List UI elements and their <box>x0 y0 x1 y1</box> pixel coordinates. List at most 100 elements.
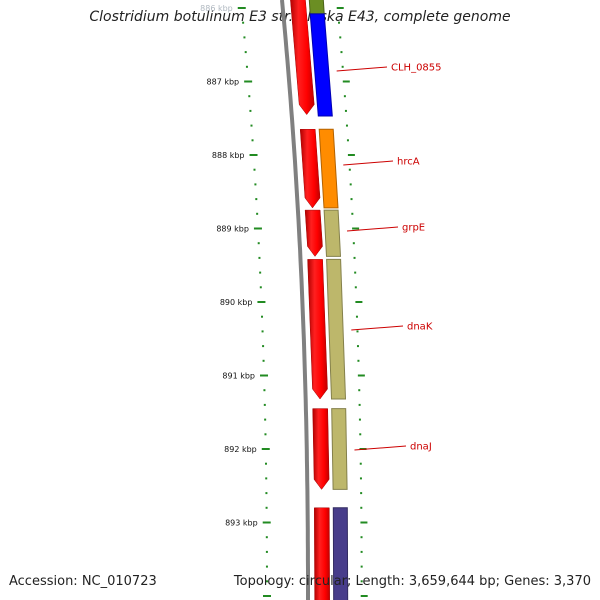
ruler-minor-tick <box>348 168 351 171</box>
ruler-minor-tick <box>360 492 363 495</box>
ruler-minor-tick <box>358 389 361 392</box>
ruler-major-tick <box>347 154 355 156</box>
ruler-tick-label: 890 kbp <box>220 298 253 307</box>
ruler-minor-tick <box>350 198 353 201</box>
ruler-minor-tick <box>354 286 357 289</box>
ruler-tick-label: 887 kbp <box>207 78 240 87</box>
ruler-tick-label: 892 kbp <box>224 445 257 454</box>
ruler-minor-tick <box>262 345 265 348</box>
ruler-minor-tick <box>264 418 267 421</box>
ruler-minor-tick <box>261 330 264 333</box>
ruler-minor-tick <box>265 565 268 568</box>
gene-label[interactable]: grpE <box>402 223 425 234</box>
ruler-tick-label: 891 kbp <box>222 372 255 381</box>
ruler-minor-tick <box>265 550 268 553</box>
ruler-minor-tick <box>256 212 259 215</box>
ruler-minor-tick <box>360 565 363 568</box>
ruler-major-tick <box>342 80 350 83</box>
ruler-minor-tick <box>253 168 256 171</box>
ruler-major-tick <box>253 227 262 230</box>
ruler-minor-tick <box>265 580 268 583</box>
forward-cds-arrow[interactable] <box>299 129 321 209</box>
ruler-minor-tick <box>254 183 257 186</box>
ruler-major-tick <box>244 80 253 83</box>
ruler-minor-tick <box>349 183 352 186</box>
ruler-minor-tick <box>249 109 252 112</box>
ruler-minor-tick <box>340 51 343 54</box>
ruler-minor-tick <box>352 242 355 245</box>
ruler-minor-tick <box>255 198 258 201</box>
ruler-minor-tick <box>360 550 363 553</box>
ruler-minor-tick <box>265 477 268 480</box>
ruler-minor-tick <box>345 124 348 127</box>
ruler-minor-tick <box>359 477 362 480</box>
gene-label[interactable]: hrcA <box>397 157 420 168</box>
ruler-minor-tick <box>354 271 357 274</box>
ruler-minor-tick <box>251 139 254 142</box>
ruler-minor-tick <box>250 124 253 127</box>
ruler-minor-tick <box>265 506 268 509</box>
gene-label-leader <box>351 325 404 331</box>
ruler-major-tick <box>360 521 368 524</box>
forward-strand-track <box>290 0 330 600</box>
ruler-minor-tick <box>261 315 264 318</box>
ruler-minor-tick <box>359 462 362 465</box>
gene-label-leader <box>354 445 407 451</box>
forward-cds-arrow[interactable] <box>312 408 330 490</box>
ruler-major-tick <box>237 7 246 9</box>
gene-label[interactable]: dnaK <box>407 322 433 333</box>
gene-bar[interactable] <box>323 209 342 257</box>
gene-label-leader <box>346 226 399 232</box>
ruler-minor-tick <box>343 95 346 98</box>
ruler-minor-tick <box>242 21 245 24</box>
gene-bar[interactable] <box>318 128 339 209</box>
gene-track <box>308 0 349 600</box>
gene-bar[interactable] <box>309 13 333 117</box>
ruler-major-tick <box>360 595 368 597</box>
ruler-minor-tick <box>360 536 363 539</box>
ruler-major-tick <box>357 374 365 377</box>
ruler-minor-tick <box>265 536 268 539</box>
ruler-major-tick <box>355 301 363 303</box>
gene-bar[interactable] <box>332 507 349 600</box>
ruler-major-tick <box>257 301 266 303</box>
gene-label[interactable]: dnaJ <box>410 442 432 453</box>
ruler-minor-tick <box>356 345 359 348</box>
gene-bar[interactable] <box>331 408 348 490</box>
gene-labels: CLH_0855 hrcA grpE dnaK dnaJ <box>336 63 442 453</box>
ruler-tick-label: 888 kbp <box>212 151 245 160</box>
forward-cds-arrow[interactable] <box>290 0 315 116</box>
ruler-minor-tick <box>264 433 267 436</box>
forward-cds-arrow[interactable] <box>314 507 330 600</box>
ruler-major-tick <box>261 448 270 450</box>
ruler-major-tick <box>262 521 271 524</box>
ruler-minor-tick <box>248 95 251 98</box>
ruler-minor-tick <box>357 359 360 362</box>
ruler-minor-tick <box>263 403 266 406</box>
ruler-minor-tick <box>245 65 248 68</box>
ruler-tick-label: 886 kbp <box>200 4 233 13</box>
ruler-minor-tick <box>360 580 363 583</box>
ruler-minor-tick <box>358 418 361 421</box>
ruler-minor-tick <box>356 330 359 333</box>
forward-cds-arrow[interactable] <box>307 259 328 400</box>
gene-label-leader <box>336 66 388 72</box>
ruler-major-tick <box>262 595 271 597</box>
ruler-minor-tick <box>351 212 354 215</box>
ruler-minor-tick <box>244 51 247 54</box>
ruler-minor-tick <box>360 506 363 509</box>
ruler-minor-tick <box>353 256 356 259</box>
ruler-minor-tick <box>259 286 262 289</box>
ruler-minor-tick <box>257 242 260 245</box>
ruler-minor-tick <box>262 359 265 362</box>
forward-cds-arrow[interactable] <box>304 209 323 257</box>
ruler-minor-tick <box>341 65 344 68</box>
gene-bar[interactable] <box>308 0 325 15</box>
ruler-minor-tick <box>358 403 361 406</box>
gene-label[interactable]: CLH_0855 <box>391 63 442 74</box>
ruler-major-tick <box>336 7 344 9</box>
ruler: 886 kbp 887 kbp 888 kbp 889 kbp 890 kbp 891 k… <box>200 4 368 597</box>
gene-bar[interactable] <box>326 258 347 400</box>
ruler-major-tick <box>260 374 269 377</box>
